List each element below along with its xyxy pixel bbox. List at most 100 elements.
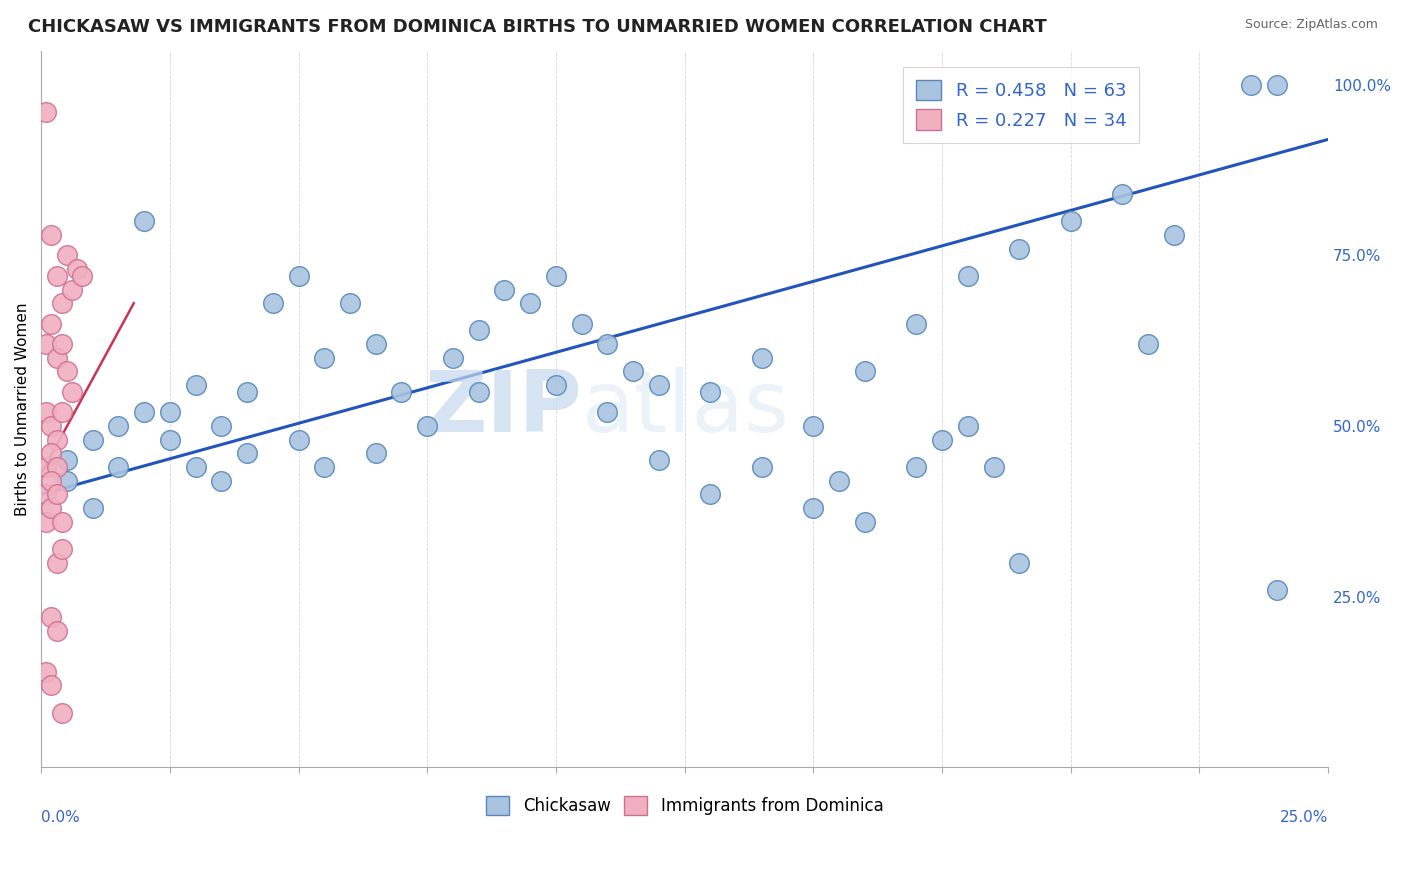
- Point: [648, 378, 671, 392]
- Point: [1265, 78, 1288, 92]
- Point: [751, 351, 773, 365]
- Point: [544, 378, 567, 392]
- Point: [314, 351, 336, 365]
- Point: [853, 515, 876, 529]
- Point: [801, 500, 824, 515]
- Point: [51, 515, 73, 529]
- Point: [56, 474, 79, 488]
- Point: [41, 678, 63, 692]
- Point: [159, 405, 181, 419]
- Text: CHICKASAW VS IMMIGRANTS FROM DOMINICA BIRTHS TO UNMARRIED WOMEN CORRELATION CHAR: CHICKASAW VS IMMIGRANTS FROM DOMINICA BI…: [28, 18, 1047, 36]
- Point: [287, 268, 309, 283]
- Point: [56, 364, 79, 378]
- Point: [699, 384, 721, 399]
- Point: [184, 460, 207, 475]
- Point: [35, 105, 58, 120]
- Point: [45, 351, 67, 365]
- Point: [621, 364, 644, 378]
- Point: [956, 419, 979, 434]
- Point: [35, 515, 58, 529]
- Point: [72, 268, 94, 283]
- Point: [853, 364, 876, 378]
- Point: [45, 433, 67, 447]
- Point: [51, 337, 73, 351]
- Point: [391, 384, 413, 399]
- Point: [51, 541, 73, 556]
- Point: [45, 268, 67, 283]
- Text: Source: ZipAtlas.com: Source: ZipAtlas.com: [1244, 18, 1378, 31]
- Point: [751, 460, 773, 475]
- Point: [159, 433, 181, 447]
- Point: [41, 317, 63, 331]
- Point: [1265, 582, 1288, 597]
- Point: [1136, 337, 1159, 351]
- Point: [339, 296, 361, 310]
- Point: [364, 446, 387, 460]
- Point: [571, 317, 593, 331]
- Text: 25.0%: 25.0%: [1279, 810, 1329, 825]
- Text: atlas: atlas: [582, 368, 790, 450]
- Point: [82, 433, 104, 447]
- Point: [1163, 227, 1185, 242]
- Point: [596, 337, 619, 351]
- Point: [441, 351, 464, 365]
- Point: [905, 460, 928, 475]
- Point: [51, 405, 73, 419]
- Point: [1111, 186, 1133, 201]
- Point: [41, 474, 63, 488]
- Point: [236, 384, 259, 399]
- Point: [801, 419, 824, 434]
- Point: [1240, 78, 1263, 92]
- Point: [699, 487, 721, 501]
- Point: [60, 384, 83, 399]
- Point: [56, 248, 79, 262]
- Point: [905, 317, 928, 331]
- Point: [35, 487, 58, 501]
- Point: [467, 384, 489, 399]
- Text: 0.0%: 0.0%: [41, 810, 80, 825]
- Point: [1008, 242, 1031, 256]
- Point: [35, 405, 58, 419]
- Point: [45, 487, 67, 501]
- Point: [262, 296, 284, 310]
- Point: [41, 446, 63, 460]
- Point: [956, 268, 979, 283]
- Point: [41, 419, 63, 434]
- Point: [314, 460, 336, 475]
- Y-axis label: Births to Unmarried Women: Births to Unmarried Women: [15, 302, 30, 516]
- Point: [648, 453, 671, 467]
- Point: [828, 474, 851, 488]
- Point: [494, 283, 516, 297]
- Point: [931, 433, 953, 447]
- Point: [107, 419, 129, 434]
- Point: [51, 296, 73, 310]
- Text: ZIP: ZIP: [425, 368, 582, 450]
- Point: [287, 433, 309, 447]
- Point: [35, 665, 58, 679]
- Point: [107, 460, 129, 475]
- Point: [209, 474, 232, 488]
- Point: [35, 337, 58, 351]
- Point: [236, 446, 259, 460]
- Point: [82, 500, 104, 515]
- Point: [56, 453, 79, 467]
- Point: [467, 324, 489, 338]
- Point: [66, 262, 89, 277]
- Point: [41, 500, 63, 515]
- Point: [45, 460, 67, 475]
- Point: [416, 419, 439, 434]
- Point: [45, 624, 67, 638]
- Point: [1008, 556, 1031, 570]
- Point: [364, 337, 387, 351]
- Point: [35, 460, 58, 475]
- Point: [544, 268, 567, 283]
- Point: [132, 405, 155, 419]
- Point: [45, 556, 67, 570]
- Point: [983, 460, 1005, 475]
- Point: [209, 419, 232, 434]
- Point: [60, 283, 83, 297]
- Point: [1060, 214, 1083, 228]
- Point: [184, 378, 207, 392]
- Legend: Chickasaw, Immigrants from Dominica: Chickasaw, Immigrants from Dominica: [478, 788, 891, 823]
- Point: [41, 610, 63, 624]
